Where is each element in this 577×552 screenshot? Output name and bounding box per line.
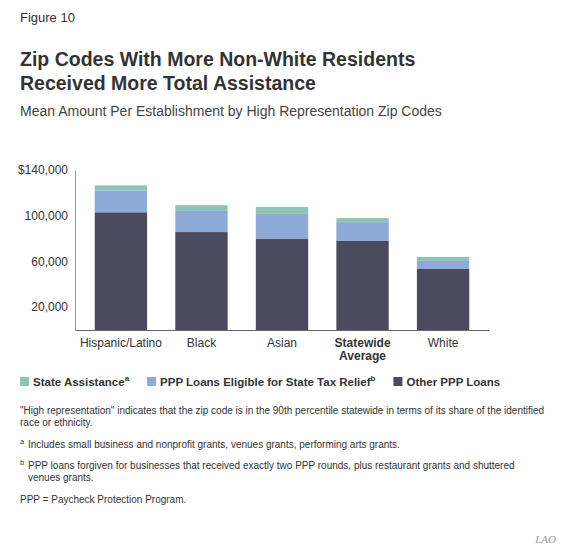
bar-segment <box>256 214 308 239</box>
x-tick: Black <box>187 330 217 350</box>
note-marker: b <box>20 458 24 467</box>
bar-segment <box>95 212 147 330</box>
y-tick: 20,000 <box>31 300 75 314</box>
bar-segment <box>175 211 227 232</box>
y-tick-label: 20,000 <box>31 300 68 314</box>
legend-swatch <box>147 377 156 386</box>
x-tick-label: Hispanic/Latino <box>80 336 162 350</box>
source: LAO <box>534 533 556 545</box>
bar-segment <box>336 241 388 330</box>
bar-segment <box>95 185 147 190</box>
x-tick: White <box>428 330 459 350</box>
note: PPP loans forgiven for businesses that r… <box>28 460 515 483</box>
note: PPP = Paycheck Protection Program. <box>20 494 186 505</box>
x-tick-label: StatewideAverage <box>335 336 391 364</box>
note: "High representation" indicates that the… <box>20 405 544 428</box>
bar-segment <box>417 261 469 269</box>
legend-swatch <box>393 377 402 386</box>
note-marker: a <box>20 437 25 446</box>
x-axis-line <box>76 330 490 331</box>
y-tick-label: 60,000 <box>31 255 68 269</box>
note: Includes small business and nonprofit gr… <box>28 439 400 450</box>
bar-segment <box>336 218 388 222</box>
x-tick: StatewideAverage <box>335 330 391 363</box>
x-tick: Hispanic/Latino <box>80 330 162 350</box>
y-tick: 100,000 <box>25 209 75 223</box>
chart-svg: Figure 10 Zip Codes With More Non-White R… <box>0 0 577 552</box>
y-axis: 20,000 60,000 100,000 $140,000 <box>18 163 76 330</box>
bar-segment <box>175 232 227 330</box>
bar-segment <box>95 191 147 213</box>
x-axis: Hispanic/Latino Black Asian StatewideAverag… <box>76 330 490 363</box>
x-tick: Asian <box>267 330 297 350</box>
x-tick-label: Black <box>187 336 217 350</box>
legend-label: Other PPP Loans <box>406 376 500 388</box>
bar-segment <box>417 257 469 261</box>
legend-label: PPP Loans Eligible for State Tax Reliefb <box>160 374 375 388</box>
bar-segment <box>175 205 227 211</box>
x-tick-label: White <box>428 336 459 350</box>
bar-segment <box>336 222 388 241</box>
bar-segment <box>256 239 308 330</box>
y-tick-label: $140,000 <box>18 163 68 177</box>
legend-label: State Assistancea <box>33 374 130 388</box>
y-tick: $140,000 <box>18 163 75 177</box>
y-tick-label: 100,000 <box>25 209 69 223</box>
bar-segment <box>256 207 308 214</box>
y-tick: 60,000 <box>31 255 75 269</box>
title: Zip Codes With More Non-White ResidentsR… <box>20 48 415 94</box>
plot-area <box>95 185 470 330</box>
subtitle: Mean Amount Per Establishment by High Re… <box>20 103 442 119</box>
figure-label: Figure 10 <box>20 10 75 25</box>
y-axis-line <box>75 171 76 331</box>
legend: State Assistancea PPP Loans Eligible for … <box>20 374 500 388</box>
x-tick-label: Asian <box>267 336 297 350</box>
bar-segment <box>417 269 469 330</box>
legend-swatch <box>20 377 29 386</box>
